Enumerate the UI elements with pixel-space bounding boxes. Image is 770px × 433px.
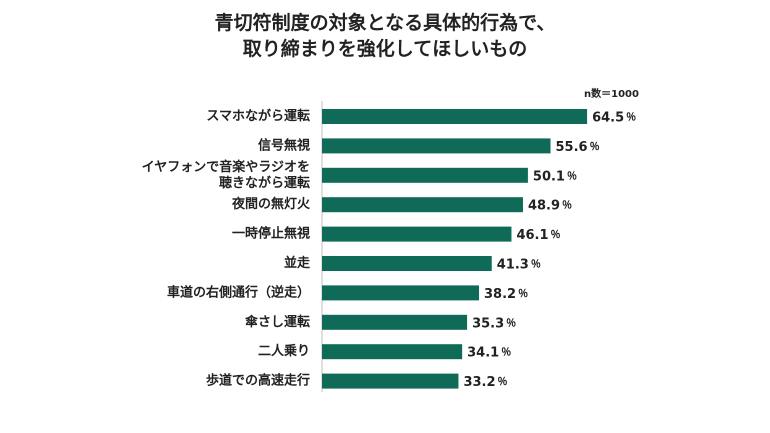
bar: [322, 167, 528, 183]
category-label: 傘さし運転: [245, 314, 310, 330]
data-label: 34.1 ％: [467, 345, 511, 360]
bar: [322, 314, 468, 330]
category-label: 二人乗り: [258, 343, 310, 359]
category-label: 車道の右側通行（逆走）: [167, 284, 310, 300]
bar: [322, 138, 551, 154]
bar: [322, 373, 459, 389]
data-label: 64.5 ％: [592, 110, 636, 125]
bar: [322, 226, 512, 242]
bar: [322, 197, 523, 213]
category-label: 信号無視: [258, 137, 310, 153]
data-label: 48.9 ％: [528, 198, 572, 213]
data-label: 38.2 ％: [484, 286, 528, 301]
bar: [322, 109, 588, 124]
sample-size-note: n数＝1000: [584, 87, 639, 100]
bar: [322, 285, 480, 301]
chart-title-line-1: 青切符制度の対象となる具体的行為で、: [214, 12, 556, 34]
data-label: 55.6 ％: [556, 139, 600, 154]
bar: [322, 344, 463, 360]
data-label: 46.1 ％: [516, 228, 560, 243]
category-label: イヤフォンで音楽やラジオを: [142, 159, 310, 175]
category-label: 夜間の無灯火: [231, 196, 311, 212]
category-label: スマホながら運転: [206, 108, 310, 124]
category-label: 並走: [284, 255, 311, 271]
category-label: 聴きながら運転: [219, 175, 310, 191]
data-label: 41.3 ％: [497, 257, 541, 272]
chart-title-line-2: 取り締まりを強化してほしいもの: [242, 38, 528, 60]
bar: [322, 256, 492, 271]
category-label: 歩道での高速走行: [206, 373, 310, 389]
data-label: 33.2 ％: [463, 375, 507, 390]
data-label: 35.3 ％: [472, 316, 516, 331]
category-label: 一時停止無視: [232, 226, 310, 242]
data-label: 50.1 ％: [533, 169, 577, 184]
